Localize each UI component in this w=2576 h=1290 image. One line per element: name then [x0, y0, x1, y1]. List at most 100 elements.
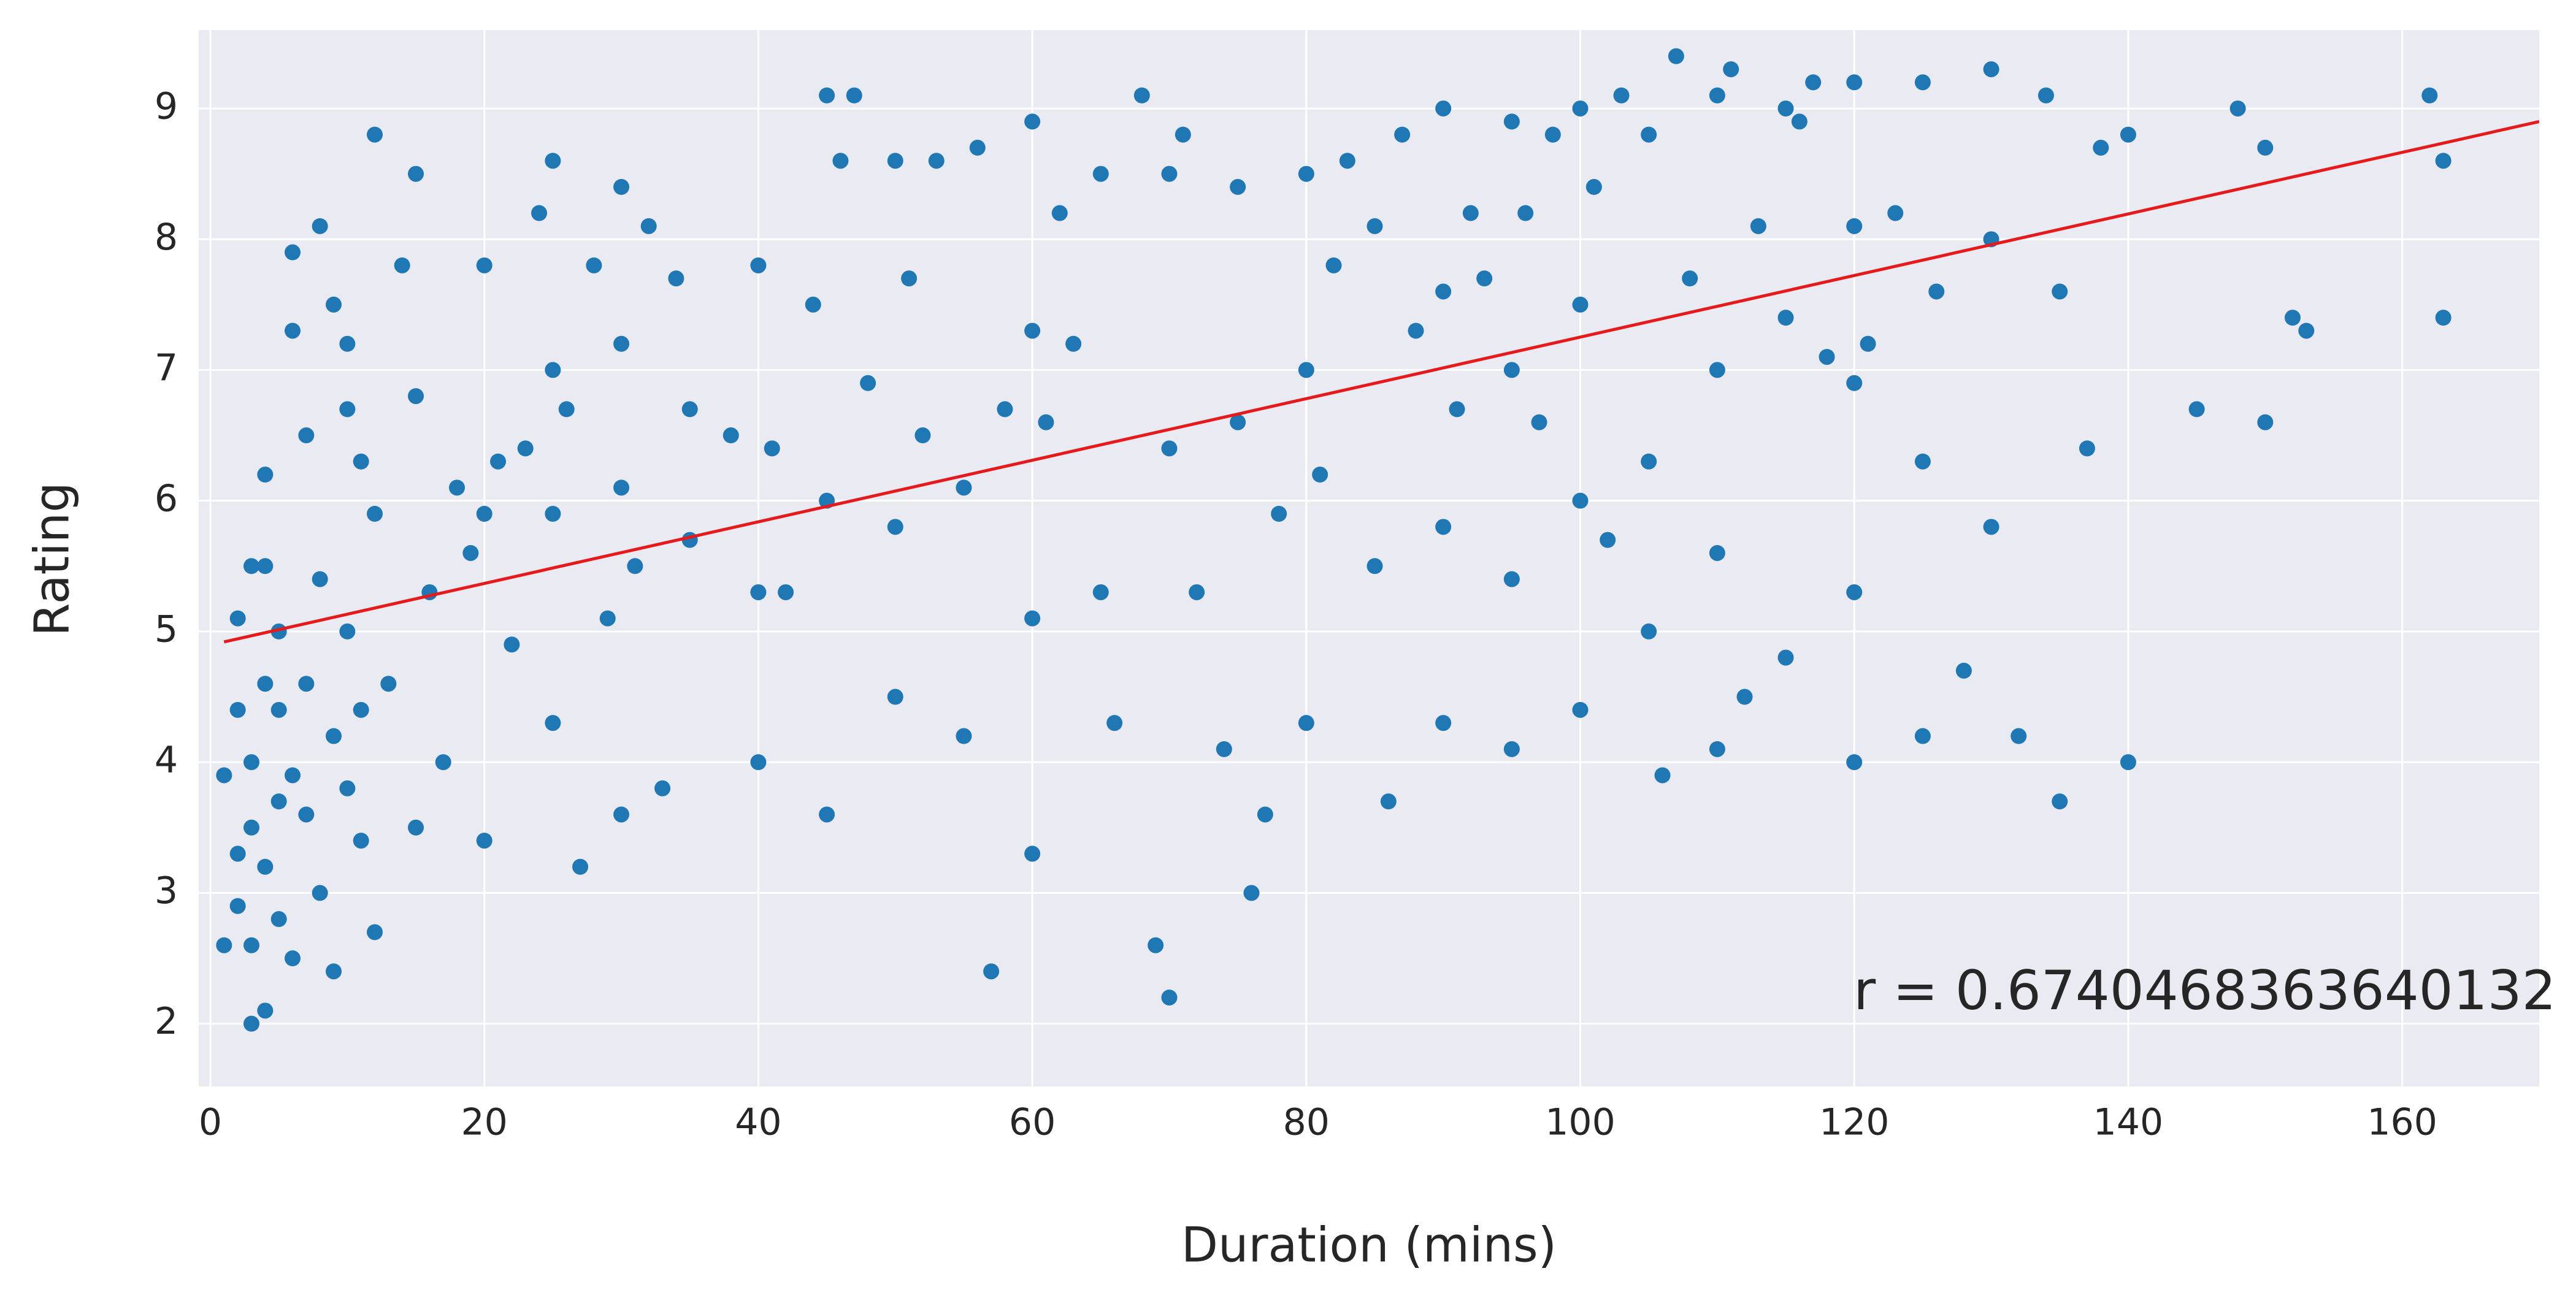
data-point	[2298, 322, 2315, 339]
data-point	[367, 924, 383, 941]
y-tick-label: 5	[155, 608, 178, 651]
data-point	[1148, 937, 1164, 953]
data-point	[1298, 166, 1314, 182]
data-point	[1600, 532, 1616, 548]
data-point	[1133, 87, 1150, 104]
data-point	[1819, 349, 1835, 365]
data-point	[284, 767, 301, 784]
data-point	[531, 205, 548, 221]
data-point	[1914, 728, 1931, 744]
data-point	[1517, 205, 1534, 221]
data-point	[723, 427, 739, 444]
data-point	[613, 479, 630, 496]
data-point	[2284, 310, 2301, 326]
data-point	[819, 806, 835, 823]
data-point	[216, 937, 232, 953]
y-tick-label: 6	[155, 477, 178, 520]
data-point	[1572, 100, 1589, 116]
data-point	[819, 87, 835, 104]
data-point	[243, 937, 259, 953]
data-point	[257, 467, 274, 483]
data-point	[1654, 767, 1671, 784]
data-point	[1709, 544, 1725, 561]
data-point	[1585, 178, 1602, 195]
data-point	[750, 257, 767, 273]
data-point	[1983, 519, 1999, 535]
data-point	[326, 296, 342, 313]
data-point	[312, 885, 328, 901]
data-point	[229, 898, 246, 914]
x-tick-label: 80	[1283, 1101, 1330, 1144]
data-point	[1860, 335, 1876, 352]
data-point	[229, 845, 246, 862]
data-point	[1092, 584, 1109, 600]
data-point	[545, 153, 561, 169]
data-point	[1572, 492, 1589, 509]
data-point	[654, 780, 671, 796]
data-point	[449, 479, 466, 496]
data-point	[613, 806, 630, 823]
data-point	[832, 153, 849, 169]
data-point	[627, 558, 643, 574]
plot-area	[216, 48, 2539, 1032]
data-point	[1668, 48, 1684, 64]
data-point	[229, 701, 246, 718]
data-point	[504, 636, 520, 653]
x-tick-label: 0	[199, 1101, 222, 1144]
data-point	[860, 375, 876, 391]
data-point	[1161, 166, 1178, 182]
data-point	[1846, 218, 1863, 234]
x-tick-label: 140	[2093, 1101, 2164, 1144]
data-point	[2188, 401, 2205, 418]
data-point	[1435, 283, 1452, 300]
data-point	[914, 427, 931, 444]
data-point	[270, 701, 287, 718]
data-point	[1161, 440, 1178, 457]
data-point	[1394, 126, 1411, 143]
data-point	[462, 544, 479, 561]
data-point	[613, 178, 630, 195]
data-point	[1367, 558, 1383, 574]
x-tick-label: 160	[2367, 1101, 2437, 1144]
data-point	[517, 440, 534, 457]
data-point	[1065, 335, 1082, 352]
data-point	[1709, 741, 1725, 757]
data-point	[1682, 270, 1698, 287]
data-point	[1709, 87, 1725, 104]
y-tick-label: 8	[155, 216, 178, 259]
data-point	[805, 296, 821, 313]
data-point	[1024, 845, 1041, 862]
data-point	[1531, 414, 1547, 430]
data-point	[599, 610, 616, 627]
data-point	[2052, 283, 2068, 300]
data-point	[1092, 166, 1109, 182]
data-point	[997, 401, 1013, 418]
y-tick-label: 3	[155, 869, 178, 912]
data-point	[257, 858, 274, 875]
data-point	[1750, 218, 1766, 234]
data-point	[1709, 362, 1725, 378]
data-point	[1983, 61, 1999, 77]
data-point	[1298, 362, 1314, 378]
data-point	[298, 427, 315, 444]
data-point	[778, 584, 794, 600]
y-tick-label: 4	[155, 739, 178, 782]
data-point	[1846, 584, 1863, 600]
data-point	[1777, 100, 1794, 116]
data-point	[1846, 74, 1863, 91]
data-point	[380, 676, 397, 692]
data-point	[1271, 505, 1287, 522]
data-point	[1462, 205, 1479, 221]
data-point	[284, 950, 301, 967]
data-point	[1928, 283, 1945, 300]
data-point	[545, 362, 561, 378]
data-point	[1175, 126, 1191, 143]
data-point	[1503, 741, 1520, 757]
data-point	[284, 322, 301, 339]
data-point	[435, 754, 451, 771]
data-point	[1161, 989, 1178, 1006]
x-tick-label: 20	[461, 1101, 508, 1144]
data-point	[257, 1002, 274, 1019]
annotation: r = 0.6740468363640132	[1853, 959, 2556, 1022]
